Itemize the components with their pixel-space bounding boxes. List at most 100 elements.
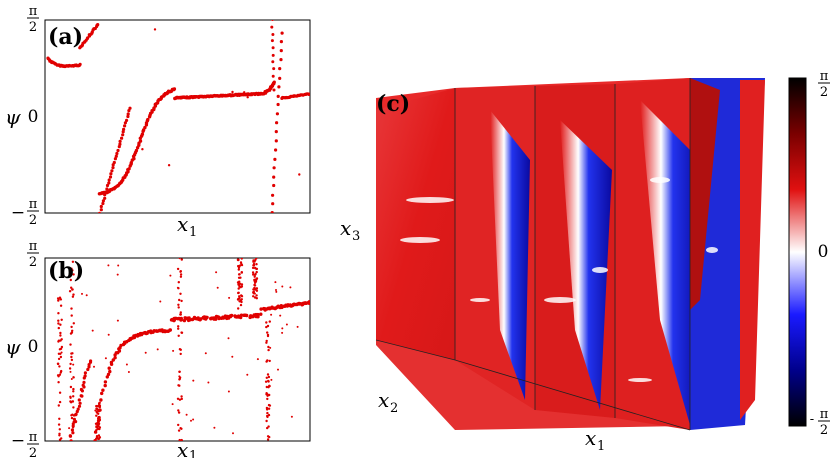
scatter-point bbox=[101, 199, 105, 203]
svg-text:−: − bbox=[11, 431, 25, 451]
svg-text:−: − bbox=[11, 203, 25, 223]
svg-text:π: π bbox=[820, 69, 829, 84]
scatter-point bbox=[70, 358, 74, 362]
scatter-point bbox=[95, 407, 99, 411]
scatter-point bbox=[265, 419, 268, 423]
panel-c-x2-label: x 2 bbox=[378, 388, 398, 416]
panel-c-slices bbox=[455, 78, 765, 430]
scatter-point bbox=[268, 393, 271, 397]
scatter-point bbox=[122, 127, 126, 131]
panel-c: (c) x 3 x 2 x 1 bbox=[340, 78, 765, 454]
scatter-point bbox=[253, 292, 256, 295]
scatter-point bbox=[273, 157, 277, 161]
scatter-point bbox=[89, 359, 93, 363]
scatter-point bbox=[72, 390, 75, 393]
scatter-point bbox=[290, 415, 293, 418]
scatter-point bbox=[93, 365, 95, 368]
scatter-point bbox=[252, 295, 255, 298]
scatter-point bbox=[179, 275, 183, 278]
scatter-point bbox=[71, 295, 75, 298]
scatter-point bbox=[178, 398, 182, 401]
scatter-point bbox=[177, 411, 181, 414]
scatter-point bbox=[156, 348, 159, 351]
scatter-point bbox=[126, 112, 130, 116]
svg-text:2: 2 bbox=[29, 446, 37, 458]
panel-c-left-face bbox=[376, 88, 455, 360]
scatter-point bbox=[239, 276, 242, 279]
scatter-point bbox=[255, 270, 258, 274]
panel-a-xlabel: x 1 bbox=[177, 212, 197, 240]
scatter-point bbox=[274, 281, 277, 284]
scatter-point bbox=[275, 290, 278, 293]
scatter-point bbox=[238, 295, 241, 298]
scatter-point bbox=[267, 407, 271, 410]
scatter-point bbox=[251, 271, 255, 274]
scatter-point bbox=[78, 62, 82, 66]
scatter-point bbox=[252, 288, 255, 291]
scatter-point bbox=[107, 366, 111, 370]
scatter-point bbox=[68, 427, 71, 430]
scatter-point bbox=[110, 169, 114, 173]
scatter-point bbox=[116, 319, 119, 322]
scatter-point bbox=[58, 438, 62, 441]
scatter-point bbox=[275, 121, 279, 125]
scatter-point bbox=[81, 292, 83, 295]
scatter-point bbox=[100, 391, 104, 396]
scatter-point bbox=[177, 423, 180, 427]
scatter-point bbox=[107, 264, 110, 267]
svg-text:π: π bbox=[29, 4, 38, 19]
scatter-point bbox=[99, 204, 103, 209]
scatter-point bbox=[192, 418, 195, 421]
scatter-point bbox=[104, 357, 107, 360]
scatter-point bbox=[106, 372, 111, 377]
scatter-point bbox=[127, 371, 130, 373]
scatter-point bbox=[265, 325, 268, 329]
scatter-point bbox=[103, 193, 107, 197]
scatter-point bbox=[72, 414, 76, 417]
scatter-point bbox=[59, 334, 62, 337]
scatter-point bbox=[255, 287, 258, 290]
scatter-point bbox=[58, 432, 61, 435]
panel-b-ytick-zero: 0 bbox=[28, 337, 39, 357]
scatter-point bbox=[58, 400, 62, 404]
scatter-point bbox=[146, 117, 150, 122]
scatter-point bbox=[140, 132, 145, 136]
scatter-point bbox=[271, 53, 275, 57]
panel-b-ytick-bottom: − π 2 bbox=[11, 430, 39, 458]
scatter-point bbox=[101, 388, 105, 392]
scatter-point bbox=[57, 423, 61, 426]
scatter-point bbox=[271, 60, 275, 64]
scatter-point bbox=[121, 133, 125, 137]
scatter-point bbox=[72, 376, 75, 379]
scatter-point bbox=[269, 346, 272, 349]
scatter-point bbox=[125, 363, 128, 366]
scatter-point bbox=[266, 324, 270, 328]
scatter-point bbox=[253, 273, 257, 276]
scatter-point bbox=[126, 114, 130, 119]
scatter-point bbox=[204, 352, 207, 355]
scatter-point bbox=[177, 325, 180, 328]
scatter-point bbox=[240, 295, 244, 298]
scatter-point bbox=[77, 398, 81, 402]
scatter-point bbox=[180, 395, 183, 398]
svg-text:π: π bbox=[29, 197, 38, 212]
scatter-point bbox=[95, 422, 99, 425]
scatter-point bbox=[267, 403, 271, 407]
scatter-point bbox=[238, 300, 241, 303]
scatter-point bbox=[74, 412, 78, 416]
svg-text:x: x bbox=[585, 426, 596, 450]
scatter-point bbox=[265, 406, 269, 410]
scatter-point bbox=[255, 297, 258, 300]
scatter-point bbox=[57, 357, 61, 361]
panel-a-ytick-bottom: − π 2 bbox=[11, 197, 39, 228]
svg-text:2: 2 bbox=[820, 85, 828, 100]
scatter-point bbox=[58, 428, 61, 431]
scatter-point bbox=[120, 136, 124, 140]
scatter-point bbox=[270, 39, 274, 43]
scatter-point bbox=[228, 296, 231, 299]
scatter-point bbox=[70, 314, 73, 317]
scatter-point bbox=[178, 438, 181, 441]
scatter-point bbox=[275, 112, 279, 116]
scatter-point bbox=[266, 373, 270, 376]
